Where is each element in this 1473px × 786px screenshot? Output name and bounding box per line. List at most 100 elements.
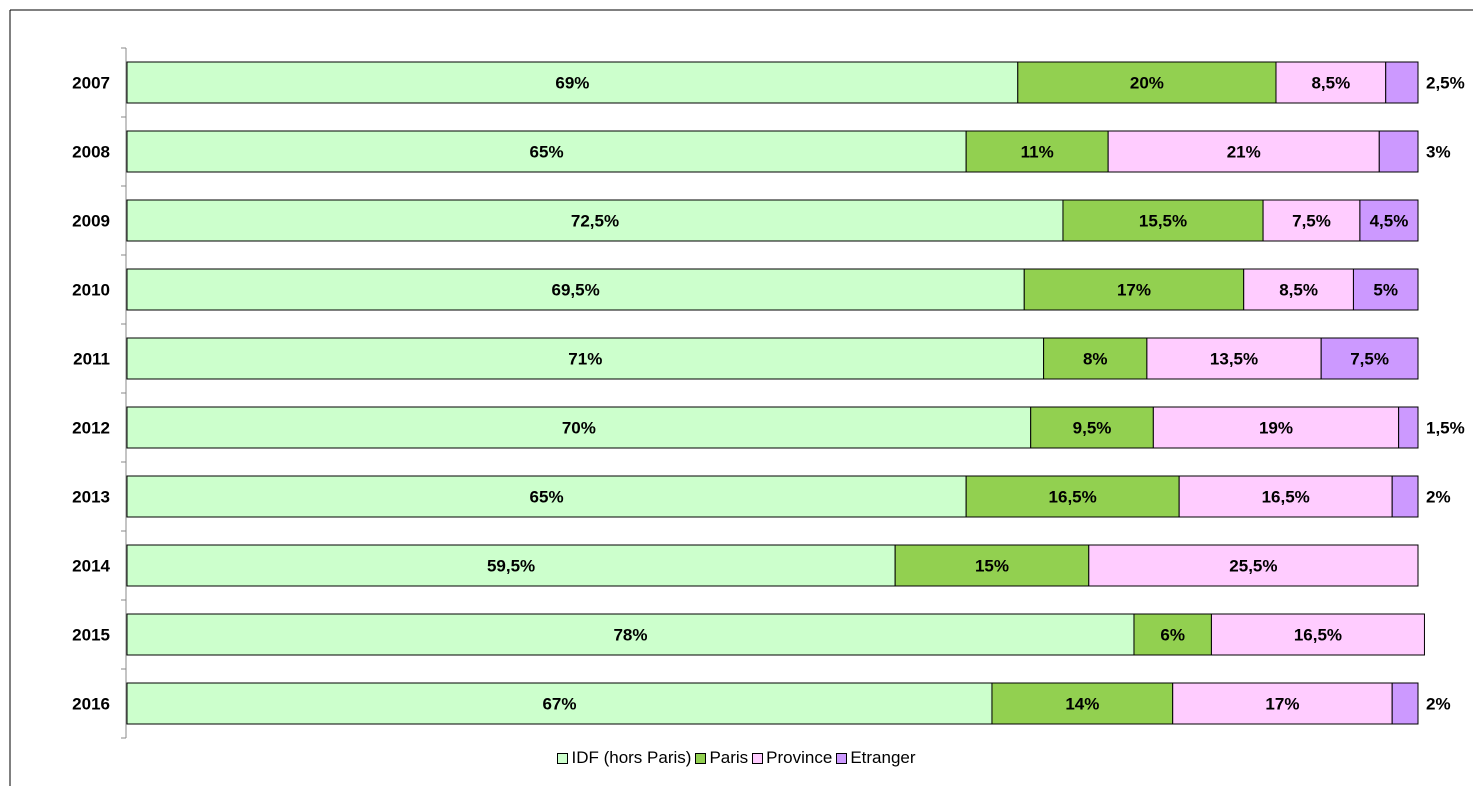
bar-segment bbox=[1107, 130, 1380, 173]
bar-segment bbox=[1243, 268, 1354, 311]
bar-segment bbox=[1320, 337, 1419, 380]
bar-segment bbox=[1172, 682, 1393, 725]
legend-label: Province bbox=[766, 748, 833, 767]
data-label: 21% bbox=[1227, 143, 1261, 162]
bar-segment bbox=[991, 682, 1174, 725]
legend-swatch bbox=[836, 752, 848, 764]
bar-segment bbox=[1378, 130, 1419, 173]
data-label: 19% bbox=[1259, 419, 1293, 438]
bar-segment bbox=[1088, 544, 1419, 587]
bar-segment bbox=[126, 613, 1135, 656]
data-label: 4,5% bbox=[1370, 212, 1409, 231]
legend-label: Etranger bbox=[850, 748, 916, 767]
bar-segment bbox=[894, 544, 1090, 587]
data-label: 59,5% bbox=[487, 557, 535, 576]
bar-row-2013: 2013 65% 16,5% 16,5% 2% bbox=[72, 475, 1451, 518]
bar-row-2007: 2007 69% 20% 8,5% 2,5% bbox=[72, 61, 1465, 104]
data-label: 6% bbox=[1160, 626, 1185, 645]
data-label: 14% bbox=[1065, 695, 1099, 714]
bar-segment bbox=[1210, 613, 1425, 656]
data-label: 70% bbox=[562, 419, 596, 438]
data-label: 9,5% bbox=[1073, 419, 1112, 438]
data-label: 16,5% bbox=[1294, 626, 1342, 645]
bar-segment bbox=[1178, 475, 1393, 518]
category-label: 2011 bbox=[73, 350, 110, 369]
bars-group: 2007 69% 20% 8,5% 2,5% 2008 65% 11% 21% 3% 2009 72,… bbox=[72, 61, 1465, 725]
data-label: 67% bbox=[542, 695, 576, 714]
data-label: 13,5% bbox=[1210, 350, 1258, 369]
bar-segment bbox=[1043, 337, 1148, 380]
data-label: 25,5% bbox=[1229, 557, 1277, 576]
data-label: 69,5% bbox=[552, 281, 600, 300]
bar-segment bbox=[965, 475, 1180, 518]
bar-segment bbox=[1385, 61, 1419, 104]
legend-item: IDF (hors Paris) bbox=[557, 748, 691, 768]
data-label: 5% bbox=[1373, 281, 1398, 300]
data-label: 69% bbox=[555, 74, 589, 93]
category-label: 2009 bbox=[72, 212, 110, 231]
category-label: 2007 bbox=[72, 74, 110, 93]
data-label: 17% bbox=[1117, 281, 1151, 300]
bar-segment bbox=[126, 268, 1025, 311]
data-label: 20% bbox=[1130, 74, 1164, 93]
bar-row-2012: 2012 70% 9,5% 19% 1,5% bbox=[72, 406, 1465, 449]
bar-segment bbox=[1359, 199, 1419, 242]
bar-segment bbox=[1133, 613, 1212, 656]
category-label: 2010 bbox=[72, 281, 110, 300]
data-label: 8,5% bbox=[1279, 281, 1318, 300]
data-label: 72,5% bbox=[571, 212, 619, 231]
bar-segment bbox=[1023, 268, 1245, 311]
bar-segment bbox=[1062, 199, 1264, 242]
bar-segment bbox=[126, 199, 1064, 242]
data-label: 65% bbox=[530, 143, 564, 162]
bar-segment bbox=[126, 682, 993, 725]
data-label: 65% bbox=[530, 488, 564, 507]
data-label: 15% bbox=[975, 557, 1009, 576]
data-label: 2% bbox=[1426, 488, 1451, 507]
data-label: 78% bbox=[613, 626, 647, 645]
data-label: 8% bbox=[1083, 350, 1108, 369]
legend-swatch bbox=[695, 752, 707, 764]
bar-row-2010: 2010 69,5% 17% 8,5% 5% bbox=[72, 268, 1419, 311]
bar-segment bbox=[126, 475, 967, 518]
bar-row-2011: 2011 71% 8% 13,5% 7,5% bbox=[73, 337, 1419, 380]
legend-swatch bbox=[752, 752, 764, 764]
legend-item: Paris bbox=[695, 748, 748, 768]
data-label: 2% bbox=[1426, 695, 1451, 714]
data-label: 16,5% bbox=[1262, 488, 1310, 507]
category-label: 2015 bbox=[72, 626, 110, 645]
data-label: 7,5% bbox=[1292, 212, 1331, 231]
bar-segment bbox=[1152, 406, 1400, 449]
data-label: 16,5% bbox=[1049, 488, 1097, 507]
legend-item: Province bbox=[752, 748, 832, 768]
bar-segment bbox=[126, 544, 896, 587]
data-label: 2,5% bbox=[1426, 74, 1465, 93]
data-label: 17% bbox=[1265, 695, 1299, 714]
bar-segment bbox=[1352, 268, 1419, 311]
data-label: 3% bbox=[1426, 143, 1451, 162]
bar-segment bbox=[1391, 475, 1419, 518]
data-label: 1,5% bbox=[1426, 419, 1465, 438]
data-label: 15,5% bbox=[1139, 212, 1187, 231]
category-label: 2013 bbox=[72, 488, 110, 507]
bar-segment bbox=[1146, 337, 1322, 380]
bar-row-2015: 2015 78% 6% 16,5% bbox=[72, 613, 1425, 656]
data-label: 7,5% bbox=[1350, 350, 1389, 369]
legend-label: IDF (hors Paris) bbox=[571, 748, 692, 767]
bar-segment bbox=[126, 406, 1032, 449]
data-label: 11% bbox=[1021, 143, 1054, 162]
category-label: 2012 bbox=[72, 419, 110, 438]
bar-row-2016: 2016 67% 14% 17% 2% bbox=[72, 682, 1451, 725]
bar-row-2009: 2009 72,5% 15,5% 7,5% 4,5% bbox=[72, 199, 1419, 242]
data-label: 8,5% bbox=[1311, 74, 1350, 93]
category-label: 2008 bbox=[72, 143, 110, 162]
legend-item: Etranger bbox=[836, 748, 916, 768]
bar-segment bbox=[1275, 61, 1387, 104]
category-label: 2016 bbox=[72, 695, 110, 714]
category-label: 2014 bbox=[72, 557, 110, 576]
bar-segment bbox=[1030, 406, 1154, 449]
bar-segment bbox=[1398, 406, 1419, 449]
bar-segment bbox=[1391, 682, 1419, 725]
